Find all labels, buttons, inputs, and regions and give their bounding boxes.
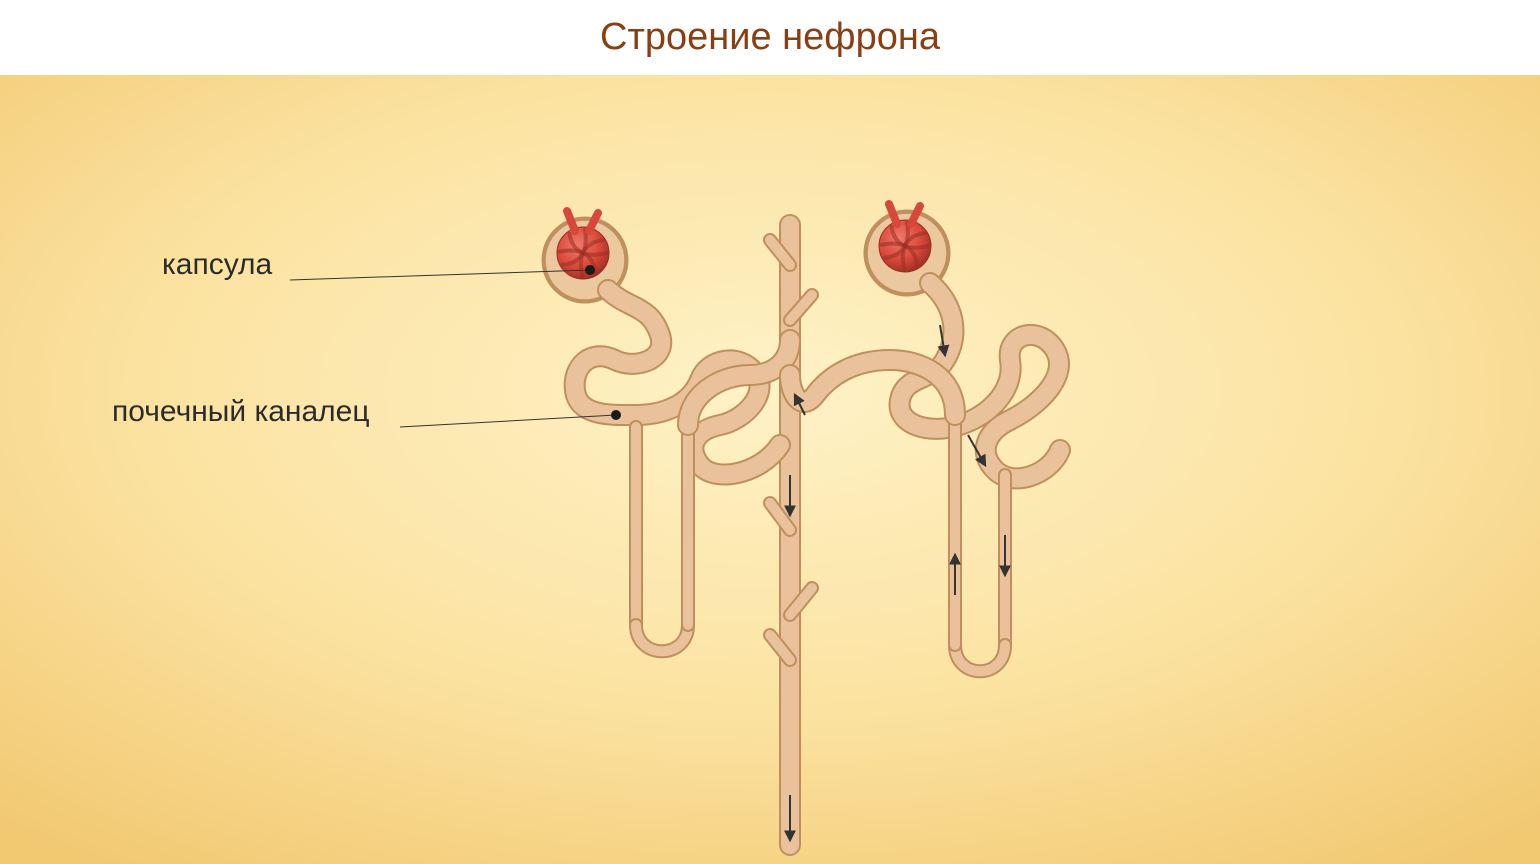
header: Строение нефрона bbox=[0, 0, 1540, 75]
nephron-diagram-svg bbox=[0, 75, 1540, 864]
label-tubule: почечный каналец bbox=[112, 395, 370, 429]
label-capsule: капсула bbox=[162, 248, 272, 282]
page-title: Строение нефрона bbox=[600, 16, 940, 59]
diagram-canvas: капсула почечный каналец bbox=[0, 75, 1540, 864]
